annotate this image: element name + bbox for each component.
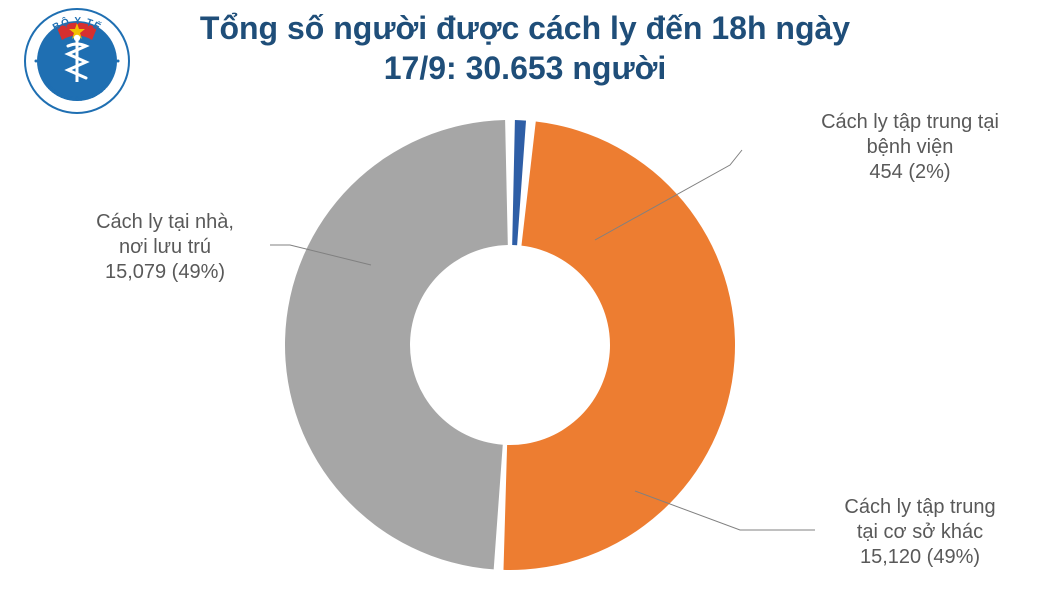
- label-other-facility: Cách ly tập trung tại cơ sở khác 15,120 …: [815, 495, 1025, 570]
- slice-home: [285, 120, 508, 569]
- slice-other-facility: [503, 121, 735, 570]
- chart-title: Tổng số người được cách ly đến 18h ngày …: [175, 8, 875, 88]
- label-home: Cách ly tại nhà, nơi lưu trú 15,079 (49%…: [60, 210, 270, 285]
- label-hospital: Cách ly tập trung tại bệnh viện 454 (2%): [795, 110, 1025, 185]
